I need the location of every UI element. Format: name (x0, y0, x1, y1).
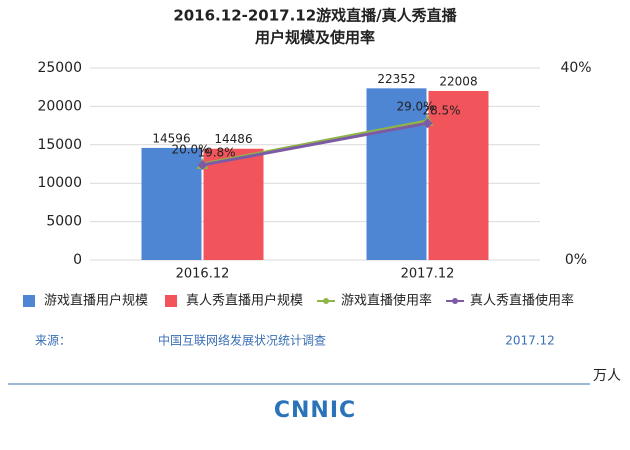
line-value-label: 19.8% (197, 145, 235, 159)
y-tick-label: 25000 (37, 60, 82, 76)
bar-value-label: 22008 (439, 74, 477, 88)
bar-value-label: 14486 (214, 132, 252, 146)
chart-subtitle: 用户规模及使用率 (255, 29, 375, 47)
source-label: 来源： (35, 334, 71, 348)
bar (366, 88, 427, 260)
y-tick-label: 0 (73, 252, 82, 268)
bar (428, 90, 489, 260)
x-tick-label: 2016.12 (176, 267, 230, 282)
y2-tick-label: 40% (560, 60, 591, 76)
line-value-label: 29.0% (396, 99, 434, 113)
legend-marker (452, 298, 459, 304)
y-tick-label: 5000 (46, 214, 82, 230)
y2-tick-label: 0% (565, 252, 587, 268)
logo: CNNIC (274, 398, 356, 423)
chart-title: 2016.12-2017.12游戏直播/真人秀直播 (173, 7, 457, 25)
bar (141, 147, 202, 260)
date: 2017.12 (505, 334, 555, 348)
legend-swatch (23, 295, 35, 307)
legend-swatch (165, 295, 178, 307)
y-tick-label: 20000 (37, 98, 82, 114)
line-value-label: 28.5% (422, 104, 460, 118)
marker (197, 159, 208, 170)
marker (422, 118, 433, 129)
bar-value-label: 22352 (377, 72, 415, 86)
legend-label: 真人秀直播用户规模 (186, 293, 303, 309)
y-tick-label: 10000 (37, 175, 82, 191)
legend-label: 真人秀直播使用率 (470, 293, 574, 309)
legend-label: 游戏直播用户规模 (44, 293, 148, 309)
legend-label: 游戏直播使用率 (341, 293, 432, 309)
line (202, 121, 428, 167)
line-value-label: 20.0% (171, 143, 209, 157)
y-tick-label: 15000 (37, 137, 82, 153)
unit: 万人 (593, 368, 621, 384)
bar-value-label: 14596 (152, 131, 190, 145)
legend-marker (323, 298, 330, 304)
source: 中国互联网络发展状况统计调查 (158, 333, 326, 348)
x-tick-label: 2017.12 (401, 267, 455, 282)
bar (203, 148, 264, 260)
